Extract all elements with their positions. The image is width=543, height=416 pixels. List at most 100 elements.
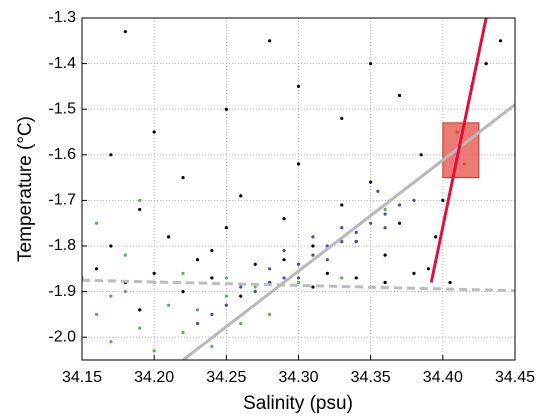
point: [94, 312, 99, 316]
point: [282, 248, 286, 253]
point: [340, 116, 344, 120]
point: [354, 239, 358, 244]
point: [397, 93, 402, 98]
point: [296, 276, 301, 280]
point: [340, 239, 344, 244]
point: [282, 258, 286, 262]
point: [138, 207, 142, 212]
point: [296, 262, 301, 266]
point: [181, 176, 185, 180]
point: [354, 230, 358, 234]
point: [239, 321, 243, 326]
x-tick-label: 34.35: [351, 369, 391, 386]
point: [448, 280, 452, 285]
point: [123, 253, 127, 257]
point: [239, 194, 243, 198]
x-tick-label: 34.15: [62, 369, 102, 386]
point: [210, 276, 214, 280]
y-tick-label: -1.9: [48, 283, 76, 300]
plot-frame: [81, 17, 516, 361]
point: [397, 203, 402, 207]
point: [167, 303, 171, 307]
point: [296, 280, 301, 285]
point: [195, 321, 200, 326]
point: [268, 39, 272, 43]
y-tick-label: -1.3: [48, 9, 76, 26]
point: [123, 290, 127, 294]
point: [376, 189, 380, 193]
point: [383, 226, 387, 230]
point: [369, 221, 373, 225]
point: [109, 244, 113, 248]
point: [282, 217, 286, 221]
point: [311, 253, 315, 257]
point: [181, 271, 185, 275]
point: [109, 153, 113, 157]
point: [138, 326, 142, 330]
point: [426, 267, 430, 271]
point: [434, 235, 438, 239]
point: [354, 276, 358, 280]
y-tick-label: -1.7: [48, 192, 76, 209]
point: [239, 294, 243, 298]
point: [109, 294, 113, 298]
point: [311, 235, 315, 239]
point: [224, 107, 228, 111]
point: [210, 248, 214, 253]
point: [253, 285, 257, 289]
point: [181, 331, 185, 335]
point: [167, 235, 171, 239]
point: [152, 349, 156, 353]
point: [311, 244, 315, 248]
point: [94, 221, 99, 225]
y-tick-label: -2.0: [48, 328, 76, 345]
x-tick-label: 34.45: [495, 369, 535, 386]
fit-line: [429, 18, 488, 283]
point: [412, 198, 416, 202]
point: [383, 253, 387, 257]
point: [369, 62, 373, 66]
point: [296, 162, 301, 166]
point: [181, 290, 185, 294]
point: [210, 312, 214, 316]
point: [441, 198, 445, 202]
point: [224, 276, 228, 280]
fit-line: [82, 278, 515, 293]
point: [325, 271, 329, 275]
point: [224, 294, 228, 298]
point: [195, 258, 200, 262]
point: [484, 62, 488, 66]
highlight-box: [442, 122, 480, 179]
point: [397, 221, 402, 225]
point: [383, 212, 387, 216]
point: [224, 226, 228, 230]
point: [419, 153, 423, 157]
y-tick-label: -1.5: [48, 100, 76, 117]
point: [239, 285, 243, 289]
point: [253, 262, 257, 266]
point: [138, 198, 142, 202]
fit-line: [182, 103, 515, 360]
point: [282, 276, 286, 280]
point: [152, 271, 156, 275]
point: [296, 84, 301, 88]
point: [224, 303, 228, 307]
x-tick-label: 34.25: [206, 369, 246, 386]
point: [210, 344, 214, 348]
y-tick-label: -1.8: [48, 237, 76, 254]
point: [253, 290, 257, 294]
point: [498, 39, 503, 43]
point: [311, 285, 315, 289]
point: [109, 340, 113, 344]
y-axis-label: Temperature (°C): [15, 116, 36, 262]
x-tick-label: 34.40: [423, 369, 463, 386]
point: [123, 30, 127, 34]
point: [340, 226, 344, 230]
point: [94, 267, 99, 271]
x-tick-label: 34.30: [278, 369, 318, 386]
point: [383, 207, 387, 212]
x-tick-label: 34.20: [134, 369, 174, 386]
point: [152, 130, 156, 134]
point: [138, 308, 142, 312]
